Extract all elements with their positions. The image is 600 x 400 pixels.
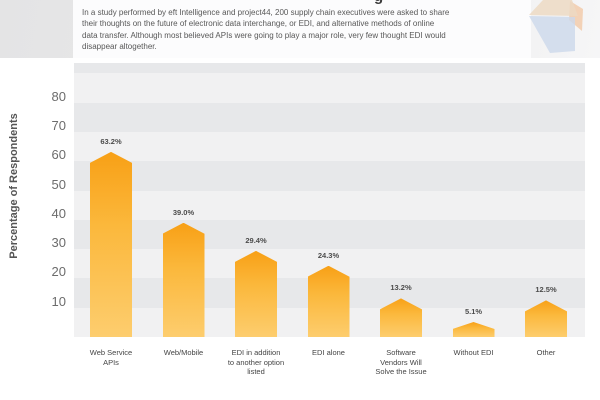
bar-value-label: 39.0% (172, 207, 195, 217)
x-category-line: EDI in addition (231, 348, 281, 357)
y-tick-label: 60 (51, 147, 66, 163)
y-tick-label: 50 (51, 176, 66, 192)
grid-band (74, 73, 585, 103)
x-category-line: Other (536, 348, 556, 357)
intro-paragraph: In a study performed by eft Intelligence… (82, 7, 449, 52)
x-category-line: Vendors Will (380, 357, 422, 367)
grid-band (74, 131, 585, 162)
bar-value-label: 12.5% (535, 285, 557, 295)
header-card (73, 0, 531, 58)
y-tick-label: 70 (51, 117, 66, 133)
grid-band (74, 161, 585, 191)
bar-value-label: 5.1% (464, 307, 483, 317)
bar-value-label: 13.2% (390, 283, 412, 293)
grid-band (74, 63, 585, 74)
x-category-label: EDI alone (287, 348, 371, 358)
x-category-label: Other (504, 348, 588, 358)
intro-line: data transfer. Although most believed AP… (82, 30, 446, 40)
bar-6 (452, 322, 495, 337)
bar-value-label: 63.2% (100, 136, 122, 146)
y-tick-label: 80 (51, 88, 66, 104)
bar-1 (90, 151, 132, 337)
grid-band (74, 102, 585, 132)
x-category-line: Solve the Issue (375, 367, 427, 376)
cube-top-face (529, 0, 578, 16)
bar-2 (162, 222, 205, 337)
x-category-line: Software (386, 348, 416, 357)
bar-4 (307, 265, 350, 337)
bar-value-label: 29.4% (245, 235, 267, 245)
x-category-line: listed (247, 367, 265, 376)
y-axis-title: Percentage of Respondents (8, 113, 20, 259)
bar-3 (235, 250, 277, 337)
x-category-label: Web/Mobile (142, 348, 226, 358)
grid-band (74, 190, 585, 220)
cube-logo-icon (529, 0, 583, 53)
x-category-line: Web Service (89, 348, 133, 357)
bar-value-label: 24.3% (317, 250, 340, 260)
x-category-label: Without EDI (432, 348, 516, 358)
x-category-label: Software Vendors Will Solve the Issue (359, 348, 443, 377)
intro-line: their thoughts on the future of electron… (82, 19, 435, 29)
grid-band (74, 219, 585, 250)
y-tick-label: 30 (51, 235, 66, 251)
x-category-line: Web/Mobile (163, 348, 204, 357)
intro-line: disappear altogether. (82, 41, 157, 51)
x-category-line: EDI alone (312, 348, 345, 357)
intro-line: In a study performed by eft Intelligence… (82, 8, 450, 17)
chart-plot-area (74, 63, 585, 337)
y-tick-label: 20 (51, 264, 66, 280)
y-tick-label: 10 (51, 293, 66, 309)
cube-left-face (529, 16, 575, 53)
x-category-line: APIs (103, 357, 119, 367)
y-tick-label: 40 (51, 205, 66, 221)
x-category-label: Web Service APIs (69, 348, 153, 367)
x-category-line: Without EDI (453, 348, 494, 357)
x-category-line: to another option (227, 357, 285, 367)
cropped-title-glyph: g (374, 0, 388, 5)
x-category-label: EDI in addition to another option listed (214, 348, 298, 377)
